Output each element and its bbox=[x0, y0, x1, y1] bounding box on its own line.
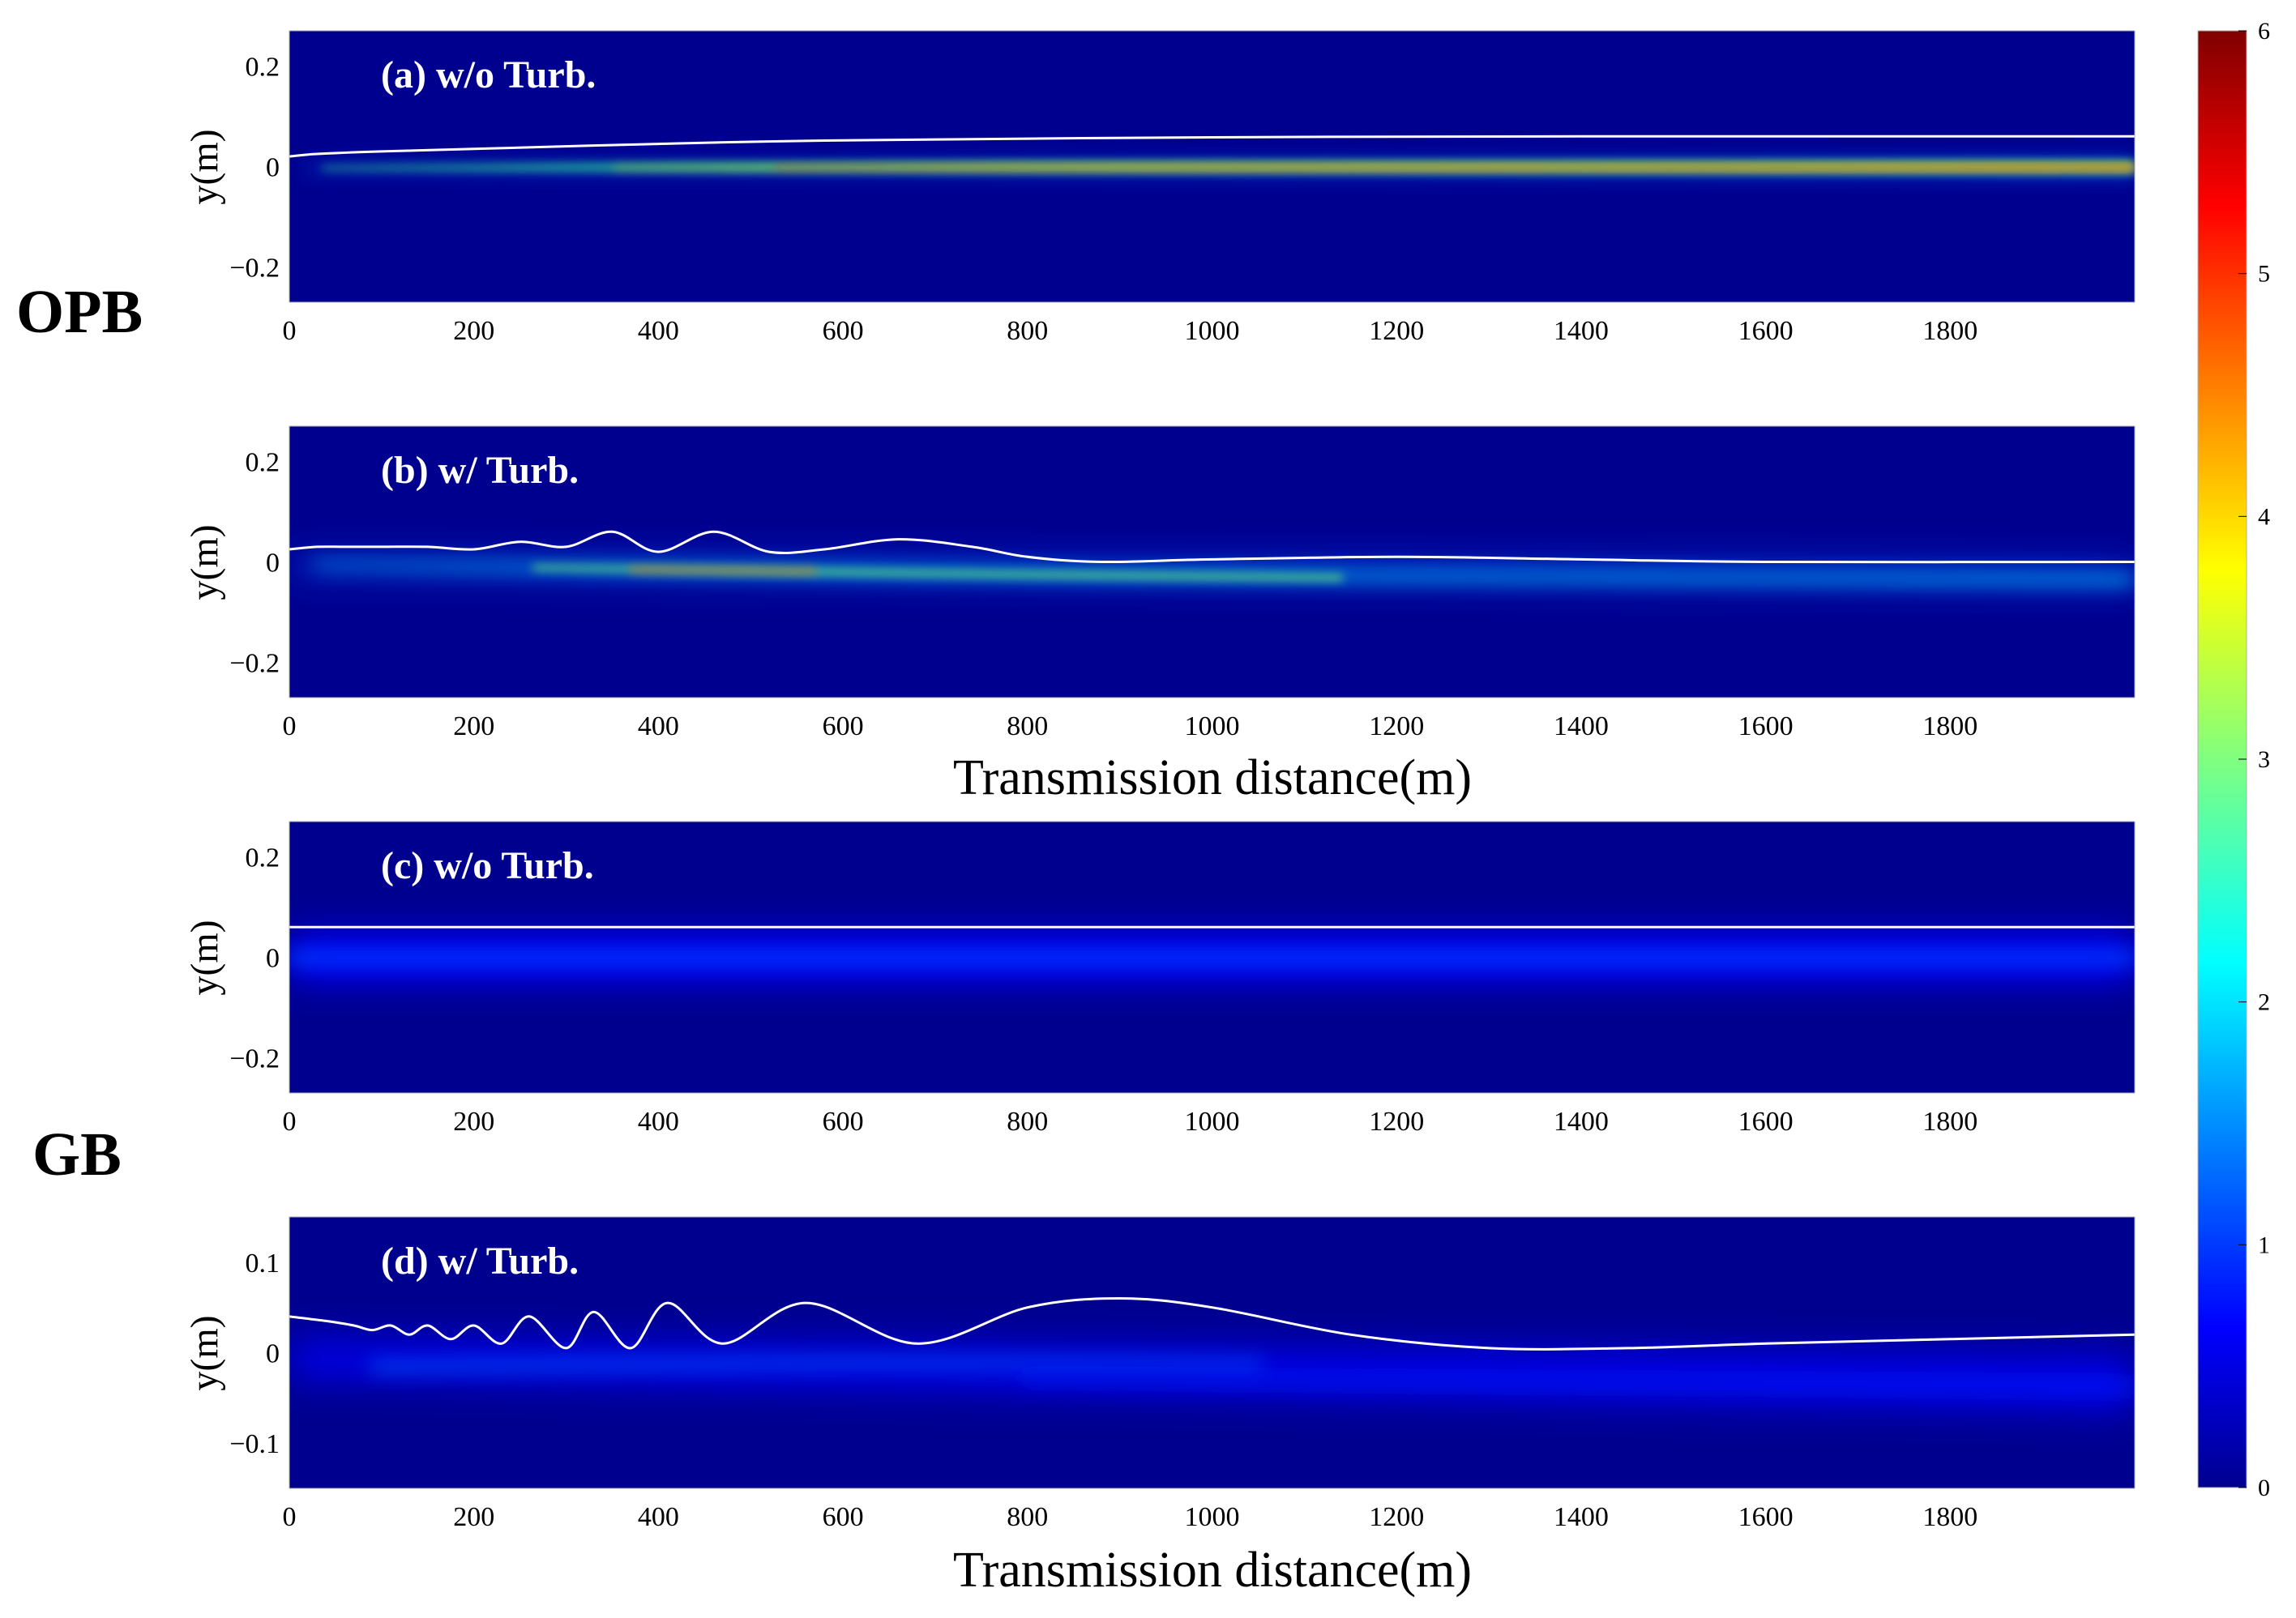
y-ticks-d: 0.1 0 −0.1 bbox=[229, 1249, 280, 1459]
x-tick-label: 200 bbox=[453, 1107, 494, 1137]
x-tick-label: 0 bbox=[283, 711, 297, 741]
plot-area-b bbox=[289, 426, 2135, 698]
y-tick-label: 0 bbox=[266, 549, 280, 578]
y-tick-label: 0 bbox=[266, 1339, 280, 1369]
panel-c: (c) w/o Turb. y(m) 0 200 400 600 800 1000 1200… bbox=[183, 821, 2136, 1137]
x-tick-label: 600 bbox=[823, 1502, 864, 1532]
x-tick-label: 1800 bbox=[1922, 1502, 1977, 1532]
x-axis-label-d: Transmission distance(m) bbox=[953, 1543, 1472, 1598]
x-tick-label: 400 bbox=[638, 711, 679, 741]
x-tick-label: 600 bbox=[823, 711, 864, 741]
y-tick-label: −0.2 bbox=[229, 254, 280, 284]
x-tick-label: 1400 bbox=[1554, 711, 1609, 741]
y-tick-label: 0.2 bbox=[246, 52, 280, 82]
x-ticks-b: 0 200 400 600 800 1000 1200 1400 1600 1800 bbox=[283, 711, 1978, 741]
x-tick-label: 1800 bbox=[1922, 711, 1977, 741]
x-tick-label: 800 bbox=[1007, 1502, 1048, 1532]
x-tick-label: 600 bbox=[823, 316, 864, 346]
panel-label-d: (d) w/ Turb. bbox=[381, 1240, 579, 1283]
plot-area-a bbox=[289, 31, 2135, 302]
x-tick-label: 1800 bbox=[1922, 1107, 1977, 1137]
plot-frame bbox=[289, 425, 2136, 698]
panel-d: (d) w/ Turb. y(m) 0 200 400 600 800 1000 1200 1… bbox=[183, 1216, 2136, 1598]
x-tick-label: 400 bbox=[638, 316, 679, 346]
x-tick-label: 200 bbox=[453, 1502, 494, 1532]
colorbar-tick-label: 4 bbox=[2258, 503, 2270, 530]
y-axis-label-d: y(m) bbox=[183, 1315, 226, 1390]
colorbar-ticks: 6 5 4 3 2 1 0 bbox=[2238, 18, 2270, 1501]
x-tick-label: 1400 bbox=[1554, 1107, 1609, 1137]
x-tick-label: 1400 bbox=[1554, 1502, 1609, 1532]
panel-label-a: (a) w/o Turb. bbox=[381, 53, 596, 96]
x-tick-label: 1600 bbox=[1738, 711, 1794, 741]
x-tick-label: 1800 bbox=[1922, 316, 1977, 346]
x-ticks-a: 0 200 400 600 800 1000 1200 1400 1600 1800 bbox=[283, 316, 1978, 346]
plot-area-c bbox=[289, 822, 2135, 1093]
panel-label-c: (c) w/o Turb. bbox=[381, 844, 594, 887]
y-axis-label-c: y(m) bbox=[183, 920, 226, 995]
colorbar: 6 5 4 3 2 1 0 bbox=[2197, 18, 2270, 1501]
x-tick-label: 1200 bbox=[1369, 1502, 1424, 1532]
y-tick-label: 0 bbox=[266, 944, 280, 974]
x-axis-label-b: Transmission distance(m) bbox=[953, 750, 1472, 805]
group-label-opb: OPB bbox=[16, 278, 143, 346]
x-tick-label: 1000 bbox=[1185, 711, 1240, 741]
x-tick-label: 1600 bbox=[1738, 1502, 1794, 1532]
x-tick-label: 800 bbox=[1007, 711, 1048, 741]
colorbar-tick-label: 1 bbox=[2258, 1232, 2270, 1258]
plot-area-d bbox=[289, 1217, 2135, 1488]
colorbar-tick-label: 5 bbox=[2258, 261, 2270, 288]
colorbar-tick-label: 2 bbox=[2258, 989, 2270, 1016]
panel-b: (b) w/ Turb. y(m) 0 200 400 600 800 1000 1200 1… bbox=[183, 425, 2136, 805]
colorbar-tick-label: 0 bbox=[2258, 1475, 2270, 1501]
colorbar-tick-label: 6 bbox=[2258, 18, 2270, 45]
panel-label-b: (b) w/ Turb. bbox=[381, 449, 579, 492]
plot-frame bbox=[289, 30, 2136, 303]
x-tick-label: 1000 bbox=[1185, 1502, 1240, 1532]
x-tick-label: 400 bbox=[638, 1107, 679, 1137]
y-tick-label: 0.2 bbox=[246, 447, 280, 477]
x-tick-label: 800 bbox=[1007, 1107, 1048, 1137]
y-tick-label: 0.2 bbox=[246, 843, 280, 873]
x-tick-label: 200 bbox=[453, 316, 494, 346]
x-tick-label: 800 bbox=[1007, 316, 1048, 346]
y-tick-label: −0.1 bbox=[229, 1429, 280, 1459]
trajectory-line bbox=[289, 530, 2135, 564]
y-axis-label-b: y(m) bbox=[183, 524, 226, 600]
y-axis-label-a: y(m) bbox=[183, 129, 226, 204]
y-tick-label: 0.1 bbox=[246, 1249, 280, 1279]
trajectory-line bbox=[289, 134, 2135, 158]
y-ticks-b: 0.2 0 −0.2 bbox=[229, 447, 280, 678]
x-tick-label: 600 bbox=[823, 1107, 864, 1137]
trajectory-line bbox=[289, 1296, 2135, 1351]
x-tick-label: 400 bbox=[638, 1502, 679, 1532]
x-tick-label: 1200 bbox=[1369, 316, 1424, 346]
x-tick-label: 200 bbox=[453, 711, 494, 741]
x-tick-label: 0 bbox=[283, 316, 297, 346]
x-tick-label: 0 bbox=[283, 1107, 297, 1137]
x-tick-label: 1600 bbox=[1738, 316, 1794, 346]
plot-frame bbox=[289, 1216, 2136, 1489]
x-tick-label: 1600 bbox=[1738, 1107, 1794, 1137]
colorbar-tick-label: 3 bbox=[2258, 746, 2270, 773]
x-tick-label: 0 bbox=[283, 1502, 297, 1532]
y-tick-label: −0.2 bbox=[229, 1044, 280, 1074]
y-tick-label: −0.2 bbox=[229, 649, 280, 679]
x-tick-label: 1000 bbox=[1185, 1107, 1240, 1137]
group-label-gb: GB bbox=[32, 1121, 122, 1189]
plot-frame bbox=[289, 821, 2136, 1094]
panel-a: (a) w/o Turb. y(m) 0 200 400 600 800 1000 1200… bbox=[183, 30, 2136, 346]
x-tick-label: 1400 bbox=[1554, 316, 1609, 346]
x-tick-label: 1000 bbox=[1185, 316, 1240, 346]
x-ticks-c: 0 200 400 600 800 1000 1200 1400 1600 1800 bbox=[283, 1107, 1978, 1137]
y-ticks-a: 0.2 0 −0.2 bbox=[229, 52, 280, 283]
x-ticks-d: 0 200 400 600 800 1000 1200 1400 1600 1800 bbox=[283, 1502, 1978, 1532]
x-tick-label: 1200 bbox=[1369, 711, 1424, 741]
x-tick-label: 1200 bbox=[1369, 1107, 1424, 1137]
y-ticks-c: 0.2 0 −0.2 bbox=[229, 843, 280, 1074]
y-tick-label: 0 bbox=[266, 153, 280, 183]
